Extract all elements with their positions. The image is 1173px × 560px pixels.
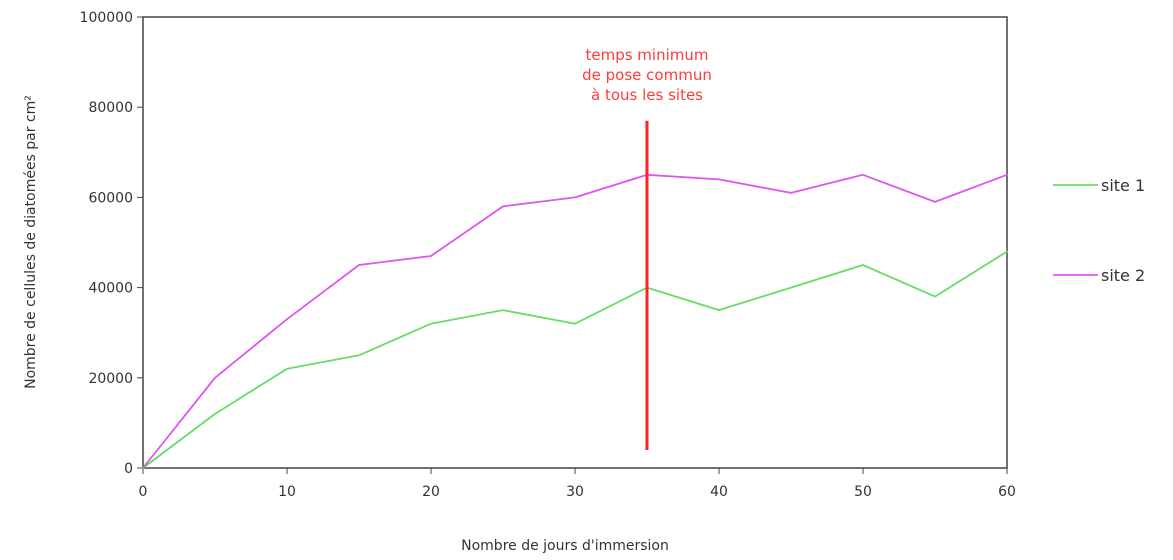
x-tick-label: 0 [139, 484, 148, 500]
y-tick-label: 100000 [80, 10, 133, 26]
y-tick-label: 20000 [88, 371, 133, 387]
y-tick-label: 0 [124, 461, 133, 477]
x-tick-label: 50 [854, 484, 872, 500]
plot-frame [143, 17, 1007, 468]
annotation-text-line: à tous les sites [591, 86, 703, 104]
x-tick-label: 30 [566, 484, 584, 500]
y-tick-label: 60000 [88, 190, 133, 206]
x-axis-title: Nombre de jours d'immersion [461, 538, 669, 554]
annotation-text-line: temps minimum [585, 46, 708, 64]
annotation-text-line: de pose commun [582, 66, 712, 84]
legend-label: site 2 [1101, 266, 1145, 285]
x-tick-label: 60 [998, 484, 1016, 500]
x-tick-label: 40 [710, 484, 728, 500]
legend: site 1 site 2 [1053, 176, 1145, 285]
legend-label: site 1 [1101, 176, 1145, 195]
x-tick-label: 20 [422, 484, 440, 500]
y-axis-title: Nombre de cellules de diatomées par cm² [23, 95, 39, 389]
y-tick-label: 80000 [88, 100, 133, 116]
x-tick-label: 10 [278, 484, 296, 500]
y-tick-label: 40000 [88, 281, 133, 297]
